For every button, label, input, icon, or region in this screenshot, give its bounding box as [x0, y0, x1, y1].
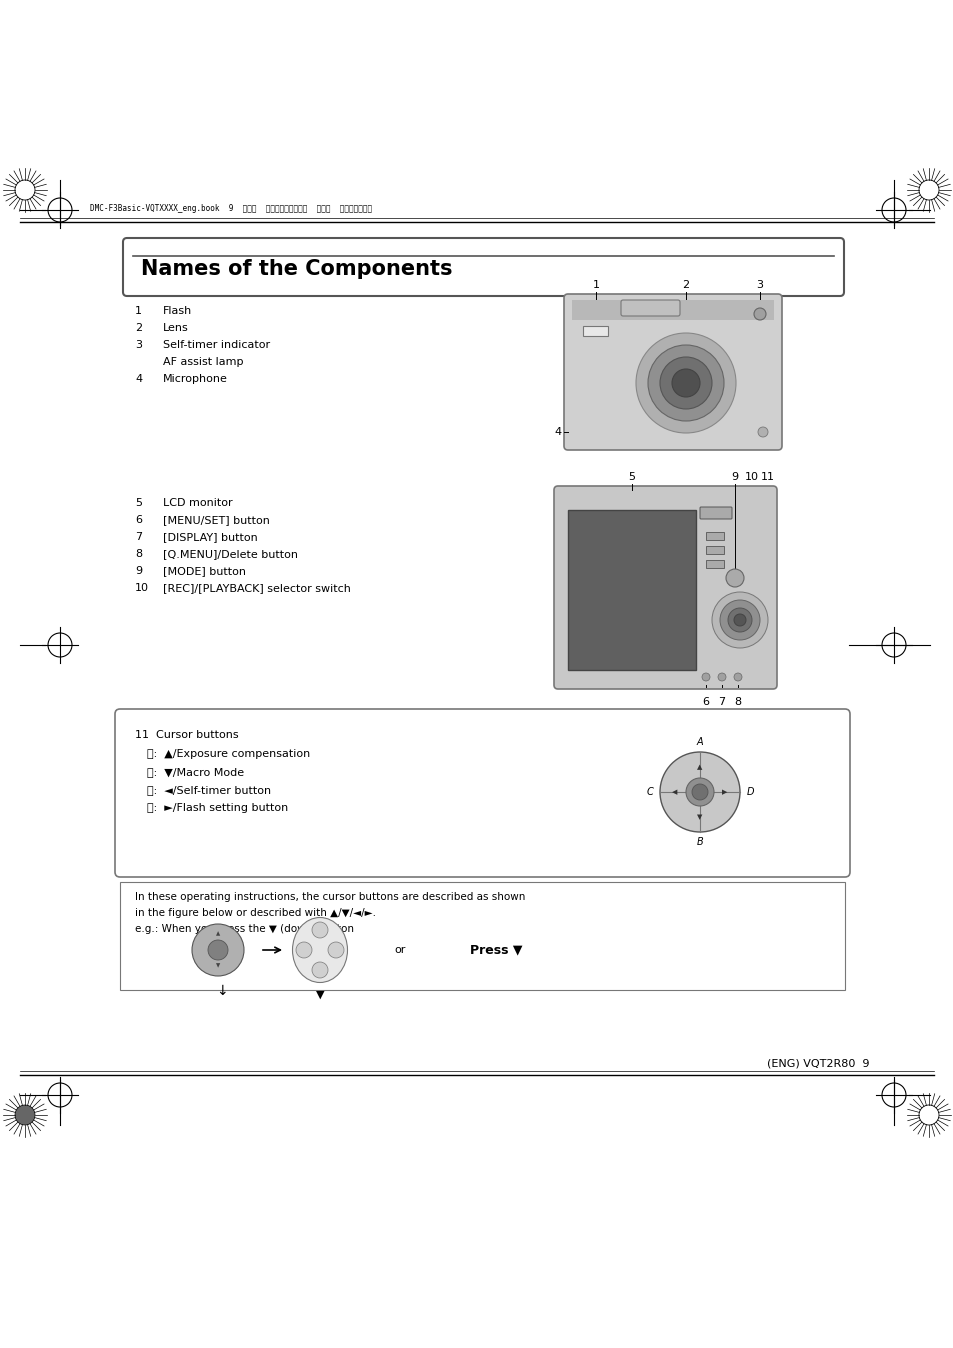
Text: A: A — [696, 737, 702, 747]
Circle shape — [208, 940, 228, 960]
Text: Ⓐ:  ▲/Exposure compensation: Ⓐ: ▲/Exposure compensation — [147, 749, 310, 759]
Text: Microphone: Microphone — [163, 373, 228, 384]
Text: ▶: ▶ — [721, 789, 727, 795]
FancyBboxPatch shape — [123, 239, 843, 297]
Ellipse shape — [293, 918, 347, 983]
Text: 11  Cursor buttons: 11 Cursor buttons — [135, 731, 238, 740]
Text: [MENU/SET] button: [MENU/SET] button — [163, 515, 270, 524]
Circle shape — [647, 345, 723, 421]
Text: e.g.: When you press the ▼ (down) button: e.g.: When you press the ▼ (down) button — [135, 923, 354, 934]
Circle shape — [312, 922, 328, 938]
Text: 10: 10 — [135, 582, 149, 593]
Text: Lens: Lens — [163, 324, 189, 333]
Text: Ⓒ:  ◄/Self-timer button: Ⓒ: ◄/Self-timer button — [147, 785, 271, 795]
Text: Self-timer indicator: Self-timer indicator — [163, 340, 270, 350]
Circle shape — [720, 600, 760, 640]
Circle shape — [295, 942, 312, 958]
Text: 9: 9 — [731, 472, 738, 483]
Text: 2: 2 — [135, 324, 142, 333]
Text: or: or — [394, 945, 405, 954]
Text: LCD monitor: LCD monitor — [163, 497, 233, 508]
FancyBboxPatch shape — [700, 507, 731, 519]
Text: 5: 5 — [628, 472, 635, 483]
Circle shape — [636, 333, 735, 433]
Bar — [705, 559, 723, 568]
Bar — [582, 326, 607, 336]
Text: ▲: ▲ — [697, 764, 702, 770]
Circle shape — [312, 962, 328, 979]
Text: in the figure below or described with ▲/▼/◄/►.: in the figure below or described with ▲/… — [135, 909, 375, 918]
Text: [REC]/[PLAYBACK] selector switch: [REC]/[PLAYBACK] selector switch — [163, 582, 351, 593]
Text: 7: 7 — [718, 697, 725, 706]
Text: In these operating instructions, the cursor buttons are described as shown: In these operating instructions, the cur… — [135, 892, 525, 902]
Text: 1: 1 — [592, 280, 598, 290]
Circle shape — [758, 427, 767, 437]
Circle shape — [328, 942, 344, 958]
Text: 6: 6 — [701, 697, 709, 706]
FancyBboxPatch shape — [554, 487, 776, 689]
Circle shape — [753, 307, 765, 319]
Circle shape — [659, 357, 711, 408]
Text: 6: 6 — [135, 515, 142, 524]
Text: C: C — [646, 787, 653, 797]
Circle shape — [671, 369, 700, 398]
Text: Ⓑ:  ▼/Macro Mode: Ⓑ: ▼/Macro Mode — [147, 767, 244, 776]
Text: 4: 4 — [555, 427, 561, 437]
FancyBboxPatch shape — [563, 294, 781, 450]
Text: 8: 8 — [734, 697, 740, 706]
Text: (ENG) VQT2R80  9: (ENG) VQT2R80 9 — [767, 1058, 869, 1068]
Text: ▼: ▼ — [315, 989, 324, 1000]
Text: ◀: ◀ — [672, 789, 677, 795]
Circle shape — [15, 1105, 35, 1126]
Circle shape — [733, 673, 741, 681]
Text: [Q.MENU]/Delete button: [Q.MENU]/Delete button — [163, 549, 297, 559]
Text: ▼: ▼ — [697, 814, 702, 820]
Text: 3: 3 — [135, 340, 142, 350]
Bar — [705, 546, 723, 554]
Text: DMC-F3Basic-VQTXXXX_eng.book  9  ページ  ２０１０年１月８日  金曜日  午後６時２７分: DMC-F3Basic-VQTXXXX_eng.book 9 ページ ２０１０年… — [90, 204, 372, 213]
Circle shape — [192, 923, 244, 976]
Text: AF assist lamp: AF assist lamp — [163, 357, 243, 367]
Text: ↓: ↓ — [216, 984, 228, 998]
Text: ▼: ▼ — [215, 964, 220, 968]
Text: 1: 1 — [135, 306, 142, 315]
Text: 3: 3 — [756, 280, 762, 290]
Text: Names of the Components: Names of the Components — [141, 259, 452, 279]
Text: ▲: ▲ — [215, 931, 220, 937]
Bar — [572, 301, 773, 319]
Circle shape — [701, 673, 709, 681]
Text: 9: 9 — [135, 566, 142, 576]
Bar — [567, 510, 696, 670]
Text: 2: 2 — [681, 280, 689, 290]
Text: Press ▼: Press ▼ — [470, 944, 522, 957]
Text: Ⓓ:  ►/Flash setting button: Ⓓ: ►/Flash setting button — [147, 803, 288, 813]
Text: 7: 7 — [135, 532, 142, 542]
Circle shape — [727, 608, 751, 632]
Bar — [120, 882, 844, 989]
Circle shape — [711, 592, 767, 648]
Text: 8: 8 — [135, 549, 142, 559]
Text: D: D — [745, 787, 753, 797]
Text: 5: 5 — [135, 497, 142, 508]
Text: [DISPLAY] button: [DISPLAY] button — [163, 532, 257, 542]
Bar — [705, 532, 723, 541]
Text: 10: 10 — [744, 472, 759, 483]
Circle shape — [659, 752, 740, 832]
Text: Flash: Flash — [163, 306, 193, 315]
Text: 11: 11 — [760, 472, 774, 483]
FancyBboxPatch shape — [115, 709, 849, 878]
Text: [MODE] button: [MODE] button — [163, 566, 246, 576]
Circle shape — [691, 785, 707, 799]
FancyBboxPatch shape — [620, 301, 679, 315]
Circle shape — [685, 778, 713, 806]
Circle shape — [733, 613, 745, 625]
Text: B: B — [696, 837, 702, 847]
Circle shape — [718, 673, 725, 681]
Text: 4: 4 — [135, 373, 142, 384]
Circle shape — [725, 569, 743, 586]
